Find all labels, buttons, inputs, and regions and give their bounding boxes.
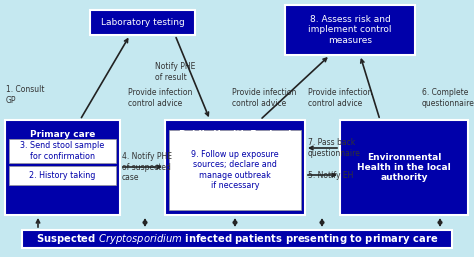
Bar [90,10,195,35]
Text: Provide infection
control advice: Provide infection control advice [308,88,373,108]
Bar [165,120,305,215]
Text: 5. Notify EH: 5. Notify EH [308,170,354,179]
Text: 7. Pass back
questionnaire: 7. Pass back questionnaire [308,138,361,158]
Text: 9. Follow up exposure
sources; declare and
manage outbreak
if necessary: 9. Follow up exposure sources; declare a… [191,150,279,190]
Text: 3. Send stool sample
for confirmation: 3. Send stool sample for confirmation [20,141,105,161]
Text: 6. Complete
questionnaire: 6. Complete questionnaire [422,88,474,108]
Bar [285,5,415,55]
Text: 1. Consult
GP: 1. Consult GP [6,85,45,105]
Text: Public Health England: Public Health England [179,130,291,139]
Bar [340,120,468,215]
Text: Notify PHE
of result: Notify PHE of result [155,62,195,82]
Bar [9,139,116,163]
Bar [22,230,452,248]
Text: Environmental
Health in the local
authority: Environmental Health in the local author… [357,153,451,182]
Text: 2. History taking: 2. History taking [29,171,96,180]
Text: Suspected $\it{Cryptosporidium}$ infected patients presenting to primary care: Suspected $\it{Cryptosporidium}$ infecte… [36,232,438,246]
Text: 4. Notify PHE
of suspected
case: 4. Notify PHE of suspected case [122,152,172,182]
Bar [5,120,120,215]
Bar [169,130,301,210]
Bar [9,166,116,185]
Text: Provide infection
control advice: Provide infection control advice [128,88,192,108]
Text: Provide infection
control advice: Provide infection control advice [232,88,296,108]
Text: Laboratory testing: Laboratory testing [100,18,184,27]
Text: Primary care: Primary care [30,130,95,139]
Text: 8. Assess risk and
implement control
measures: 8. Assess risk and implement control mea… [308,15,392,45]
